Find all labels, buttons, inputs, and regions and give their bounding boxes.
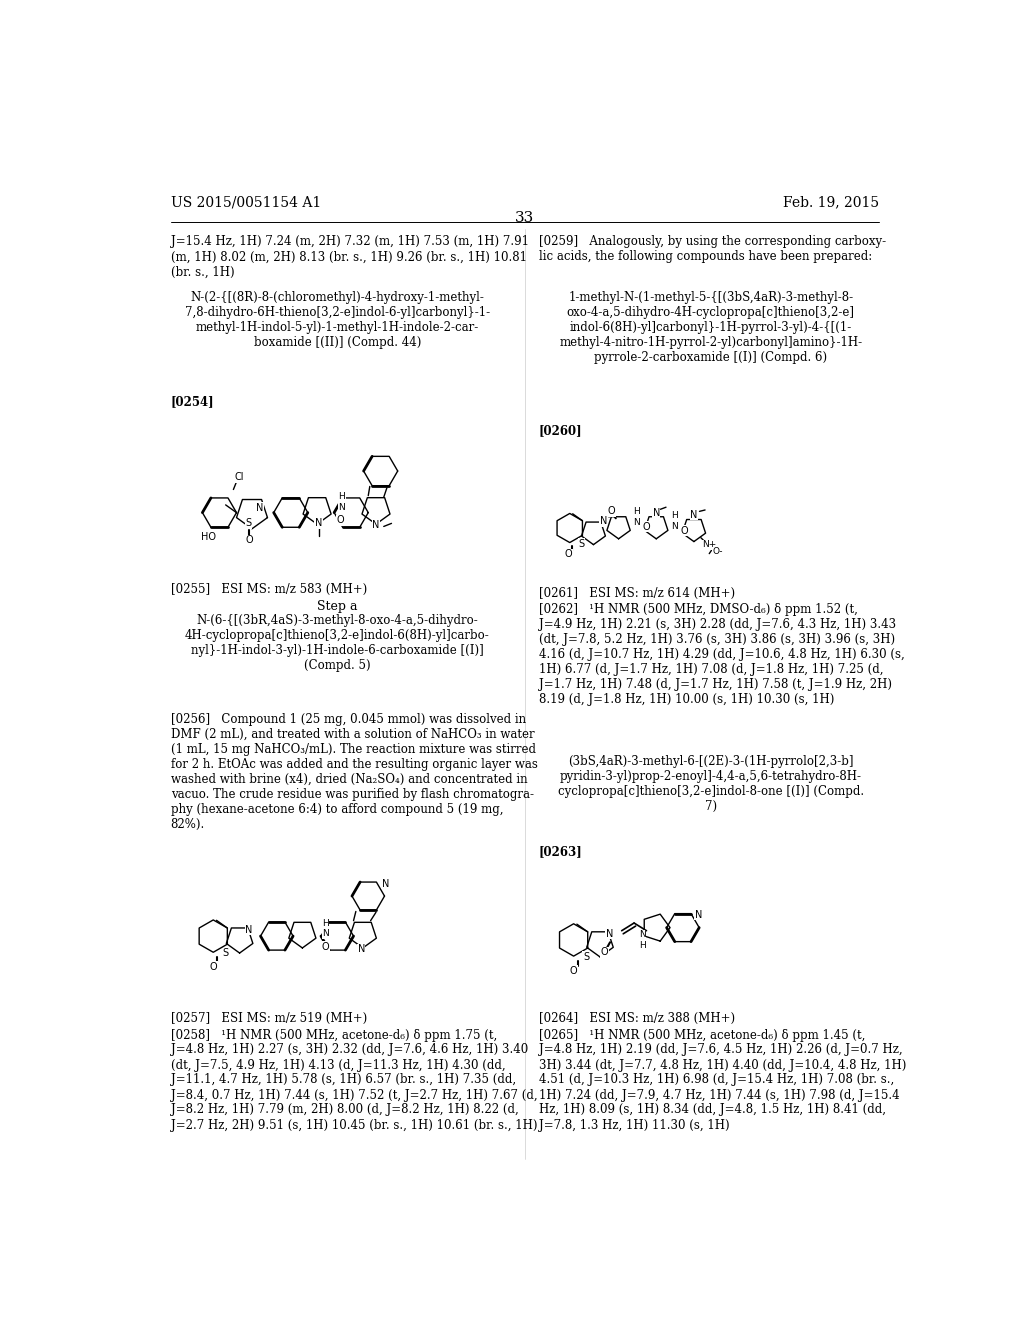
Text: O: O	[569, 966, 578, 975]
Text: H
N: H N	[339, 492, 345, 512]
Text: J=15.4 Hz, 1H) 7.24 (m, 2H) 7.32 (m, 1H) 7.53 (m, 1H) 7.91
(m, 1H) 8.02 (m, 2H) : J=15.4 Hz, 1H) 7.24 (m, 2H) 7.32 (m, 1H)…	[171, 235, 528, 279]
Text: N: N	[245, 925, 253, 935]
Text: Step a: Step a	[317, 601, 357, 614]
Text: H
N: H N	[633, 507, 640, 527]
Text: [0264]   ESI MS: m/z 388 (MH+): [0264] ESI MS: m/z 388 (MH+)	[539, 1011, 735, 1024]
Text: O: O	[608, 507, 615, 516]
Text: [0259]   Analogously, by using the corresponding carboxy-
lic acids, the followi: [0259] Analogously, by using the corresp…	[539, 235, 886, 264]
Text: O: O	[245, 536, 253, 545]
Text: 1-methyl-N-(1-methyl-5-{[(3bS,4aR)-3-methyl-8-
oxo-4-a,5-dihydro-4H-cyclopropa[c: 1-methyl-N-(1-methyl-5-{[(3bS,4aR)-3-met…	[559, 290, 862, 364]
Text: N-(2-{[(8R)-8-(chloromethyl)-4-hydroxy-1-methyl-
7,8-dihydro-6H-thieno[3,2-e]ind: N-(2-{[(8R)-8-(chloromethyl)-4-hydroxy-1…	[184, 290, 489, 348]
Text: H
N: H N	[671, 511, 678, 531]
Text: (3bS,4aR)-3-methyl-6-[(2E)-3-(1H-pyrrolo[2,3-b]
pyridin-3-yl)prop-2-enoyl]-4,4-a: (3bS,4aR)-3-methyl-6-[(2E)-3-(1H-pyrrolo…	[558, 755, 864, 813]
Text: S: S	[583, 952, 589, 962]
Text: N: N	[373, 520, 380, 529]
Text: N: N	[357, 944, 365, 954]
Text: N-(6-{[(3bR,4aS)-3-methyl-8-oxo-4-a,5-dihydro-
4H-cyclopropa[c]thieno[3,2-e]indo: N-(6-{[(3bR,4aS)-3-methyl-8-oxo-4-a,5-di…	[185, 614, 489, 672]
Text: N: N	[315, 519, 323, 528]
Text: N: N	[599, 516, 607, 527]
Text: O-: O-	[713, 546, 723, 556]
Text: O: O	[337, 515, 344, 525]
Text: Cl: Cl	[234, 473, 245, 482]
Text: O: O	[680, 525, 688, 536]
Text: S: S	[222, 948, 228, 958]
Text: [0265]   ¹H NMR (500 MHz, acetone-d₆) δ ppm 1.45 (t,
J=4.8 Hz, 1H) 2.19 (dd, J=7: [0265] ¹H NMR (500 MHz, acetone-d₆) δ pp…	[539, 1028, 906, 1131]
Text: S: S	[579, 539, 585, 549]
Text: [0255]   ESI MS: m/z 583 (MH+): [0255] ESI MS: m/z 583 (MH+)	[171, 582, 367, 595]
Text: N: N	[690, 510, 697, 520]
Text: Feb. 19, 2015: Feb. 19, 2015	[783, 195, 879, 210]
Text: N: N	[256, 503, 263, 513]
Text: H
N: H N	[323, 919, 329, 939]
Text: [0257]   ESI MS: m/z 519 (MH+): [0257] ESI MS: m/z 519 (MH+)	[171, 1011, 367, 1024]
Text: [0263]: [0263]	[539, 845, 583, 858]
Text: O: O	[564, 549, 572, 560]
Text: N: N	[382, 879, 389, 888]
Text: [0262]   ¹H NMR (500 MHz, DMSO-d₆) δ ppm 1.52 (t,
J=4.9 Hz, 1H) 2.21 (s, 3H) 2.2: [0262] ¹H NMR (500 MHz, DMSO-d₆) δ ppm 1…	[539, 603, 904, 706]
Text: N: N	[605, 929, 613, 939]
Text: [0256]   Compound 1 (25 mg, 0.045 mmol) was dissolved in
DMF (2 mL), and treated: [0256] Compound 1 (25 mg, 0.045 mmol) wa…	[171, 713, 538, 830]
Text: O: O	[601, 948, 608, 957]
Text: N: N	[652, 508, 659, 519]
Text: [0260]: [0260]	[539, 424, 583, 437]
Text: O: O	[643, 521, 650, 532]
Text: S: S	[245, 519, 251, 528]
Text: [0254]: [0254]	[171, 396, 214, 409]
Text: HO: HO	[202, 532, 216, 543]
Text: O: O	[322, 942, 330, 952]
Text: [0261]   ESI MS: m/z 614 (MH+): [0261] ESI MS: m/z 614 (MH+)	[539, 587, 735, 601]
Text: N+: N+	[702, 540, 717, 549]
Text: 33: 33	[515, 211, 535, 224]
Text: N: N	[694, 909, 702, 920]
Text: N
H: N H	[639, 931, 646, 949]
Text: O: O	[210, 962, 217, 972]
Text: [0258]   ¹H NMR (500 MHz, acetone-d₆) δ ppm 1.75 (t,
J=4.8 Hz, 1H) 2.27 (s, 3H) : [0258] ¹H NMR (500 MHz, acetone-d₆) δ pp…	[171, 1028, 538, 1131]
Text: US 2015/0051154 A1: US 2015/0051154 A1	[171, 195, 321, 210]
